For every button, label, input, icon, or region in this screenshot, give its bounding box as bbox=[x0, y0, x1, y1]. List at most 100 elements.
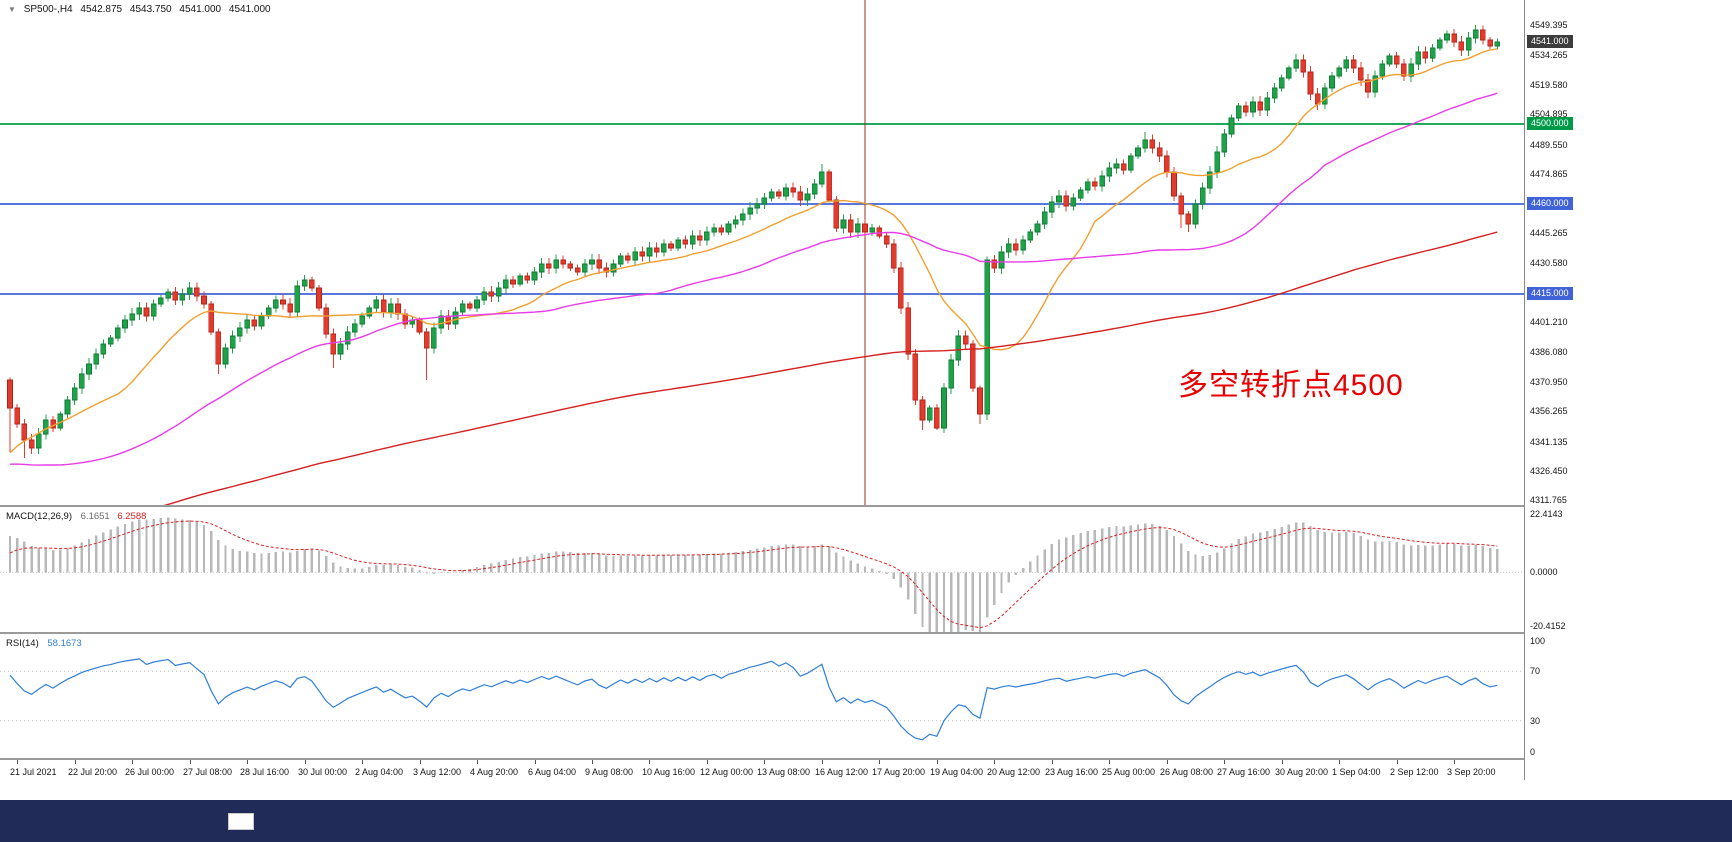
ohlc-low-value: 4541.000 bbox=[179, 4, 222, 15]
time-axis-tick bbox=[994, 760, 995, 764]
hline-4460-badge: 4460.000 bbox=[1527, 197, 1573, 210]
time-axis-label: 21 Jul 2021 bbox=[10, 767, 57, 777]
symbol-timeframe-label: SP500-,H4 bbox=[23, 4, 73, 15]
time-axis-label: 3 Aug 12:00 bbox=[413, 767, 462, 777]
rsi-name: RSI(14) bbox=[6, 638, 39, 649]
time-axis-label: 25 Aug 00:00 bbox=[1102, 767, 1156, 777]
price-axis-label: 4326.450 bbox=[1530, 466, 1568, 476]
time-axis-label: 1 Sep 04:00 bbox=[1332, 767, 1381, 777]
chart-annotation-text: 多空转折点4500 bbox=[1178, 369, 1404, 402]
time-axis-tick bbox=[1109, 760, 1110, 764]
current-price-badge: 4541.000 bbox=[1527, 35, 1573, 48]
price-axis-label: 4504.895 bbox=[1530, 109, 1568, 119]
price-axis-label: 4341.135 bbox=[1530, 437, 1568, 447]
time-axis-label: 9 Aug 08:00 bbox=[585, 767, 634, 777]
price-axis-label: 4534.265 bbox=[1530, 50, 1568, 60]
price-axis-label: 4311.765 bbox=[1530, 495, 1567, 505]
rsi-label: RSI(14) 58.1673 bbox=[6, 638, 82, 649]
time-axis-tick bbox=[477, 760, 478, 764]
time-axis-tick bbox=[305, 760, 306, 764]
taskbar-input-box[interactable] bbox=[228, 813, 254, 830]
macd-axis: 22.4143 0.0000 -20.4152 bbox=[1526, 507, 1732, 632]
macd-axis-label: 0.0000 bbox=[1530, 567, 1558, 577]
time-axis-label: 17 Aug 20:00 bbox=[872, 767, 926, 777]
hline-4500-badge: 4500.000 bbox=[1527, 117, 1573, 130]
time-axis-label: 30 Aug 20:00 bbox=[1275, 767, 1329, 777]
time-axis-tick bbox=[420, 760, 421, 764]
taskbar[interactable] bbox=[0, 800, 1732, 842]
moving-average-16 bbox=[9, 48, 1498, 454]
time-axis-tick bbox=[937, 760, 938, 764]
moving-average-200 bbox=[163, 231, 1498, 505]
time-axis-tick bbox=[764, 760, 765, 764]
hline-4415-badge: 4415.000 bbox=[1527, 287, 1573, 300]
time-axis-tick bbox=[132, 760, 133, 764]
time-axis-tick bbox=[535, 760, 536, 764]
price-axis-label: 4401.210 bbox=[1530, 317, 1568, 327]
time-axis-label: 30 Jul 00:00 bbox=[298, 767, 348, 777]
price-axis-label: 4386.080 bbox=[1530, 347, 1568, 357]
rsi-axis-label: 30 bbox=[1530, 716, 1541, 726]
time-axis-tick bbox=[362, 760, 363, 764]
candlestick-canvas[interactable] bbox=[0, 0, 1524, 505]
macd-main-value: 6.1651 bbox=[80, 511, 110, 522]
price-chart-panel[interactable]: ▼ SP500-,H4 4542.875 4543.750 4541.000 4… bbox=[0, 0, 1524, 507]
time-axis[interactable]: 21 Jul 2021 22 Jul 20:00 26 Jul 00:00 27 Ju… bbox=[0, 760, 1732, 780]
time-axis-tick bbox=[1167, 760, 1168, 764]
price-axis-label: 4474.865 bbox=[1530, 169, 1568, 179]
ohlc-high-value: 4543.750 bbox=[129, 4, 172, 15]
candles-layer bbox=[7, 25, 1501, 458]
time-axis-tick bbox=[190, 760, 191, 764]
time-axis-label: 27 Aug 16:00 bbox=[1217, 767, 1271, 777]
time-axis-tick bbox=[17, 760, 18, 764]
time-axis-tick bbox=[649, 760, 650, 764]
time-axis-label: 13 Aug 08:00 bbox=[757, 767, 811, 777]
time-axis-tick bbox=[75, 760, 76, 764]
chevron-down-icon[interactable]: ▼ bbox=[8, 5, 16, 14]
price-axis-label: 4430.580 bbox=[1530, 258, 1568, 268]
time-axis-label: 16 Aug 12:00 bbox=[815, 767, 869, 777]
time-axis-tick bbox=[707, 760, 708, 764]
time-axis-tick bbox=[247, 760, 248, 764]
rsi-axis-label: 70 bbox=[1530, 666, 1541, 676]
time-axis-label: 6 Aug 04:00 bbox=[528, 767, 577, 777]
macd-axis-label: 22.4143 bbox=[1530, 509, 1563, 519]
time-axis-label: 2 Sep 12:00 bbox=[1390, 767, 1439, 777]
macd-histogram bbox=[8, 517, 1499, 632]
time-axis-label: 22 Jul 20:00 bbox=[68, 767, 118, 777]
price-axis-label: 4445.265 bbox=[1530, 228, 1568, 238]
time-axis-label: 26 Jul 00:00 bbox=[125, 767, 175, 777]
price-axis-label: 4489.550 bbox=[1530, 140, 1568, 150]
price-axis-border bbox=[1524, 0, 1525, 780]
time-axis-tick bbox=[1282, 760, 1283, 764]
rsi-indicator-panel[interactable]: RSI(14) 58.1673 bbox=[0, 634, 1524, 760]
rsi-value: 58.1673 bbox=[47, 638, 82, 649]
macd-indicator-panel[interactable]: MACD(12,26,9) 6.1651 6.2588 bbox=[0, 507, 1524, 634]
rsi-axis-label: 100 bbox=[1530, 636, 1546, 646]
time-axis-label: 3 Sep 20:00 bbox=[1447, 767, 1496, 777]
time-axis-label: 20 Aug 12:00 bbox=[987, 767, 1041, 777]
rsi-line bbox=[9, 658, 1498, 741]
ohlc-close-value: 4541.000 bbox=[228, 4, 271, 15]
price-axis-label: 4519.580 bbox=[1530, 80, 1568, 90]
macd-canvas[interactable] bbox=[0, 507, 1524, 632]
macd-name: MACD(12,26,9) bbox=[6, 511, 72, 522]
time-axis-label: 26 Aug 08:00 bbox=[1160, 767, 1214, 777]
time-axis-tick bbox=[1397, 760, 1398, 764]
time-axis-tick bbox=[1339, 760, 1340, 764]
rsi-canvas[interactable] bbox=[0, 634, 1524, 758]
time-axis-tick bbox=[1052, 760, 1053, 764]
time-axis-label: 2 Aug 04:00 bbox=[355, 767, 404, 777]
macd-signal-value: 6.2588 bbox=[117, 511, 147, 522]
time-axis-tick bbox=[822, 760, 823, 764]
price-axis-label: 4356.265 bbox=[1530, 406, 1568, 416]
chart-ohlc-header: ▼ SP500-,H4 4542.875 4543.750 4541.000 4… bbox=[8, 4, 276, 15]
price-axis[interactable]: 4549.395 4534.265 4519.580 4504.895 4489.550… bbox=[1526, 0, 1732, 505]
time-axis-label: 12 Aug 00:00 bbox=[700, 767, 754, 777]
time-axis-label: 19 Aug 04:00 bbox=[930, 767, 984, 777]
rsi-axis-label: 0 bbox=[1530, 747, 1536, 757]
moving-average-48 bbox=[9, 92, 1498, 466]
rsi-axis: 100 70 30 0 bbox=[1526, 634, 1732, 758]
time-axis-label: 10 Aug 16:00 bbox=[642, 767, 696, 777]
